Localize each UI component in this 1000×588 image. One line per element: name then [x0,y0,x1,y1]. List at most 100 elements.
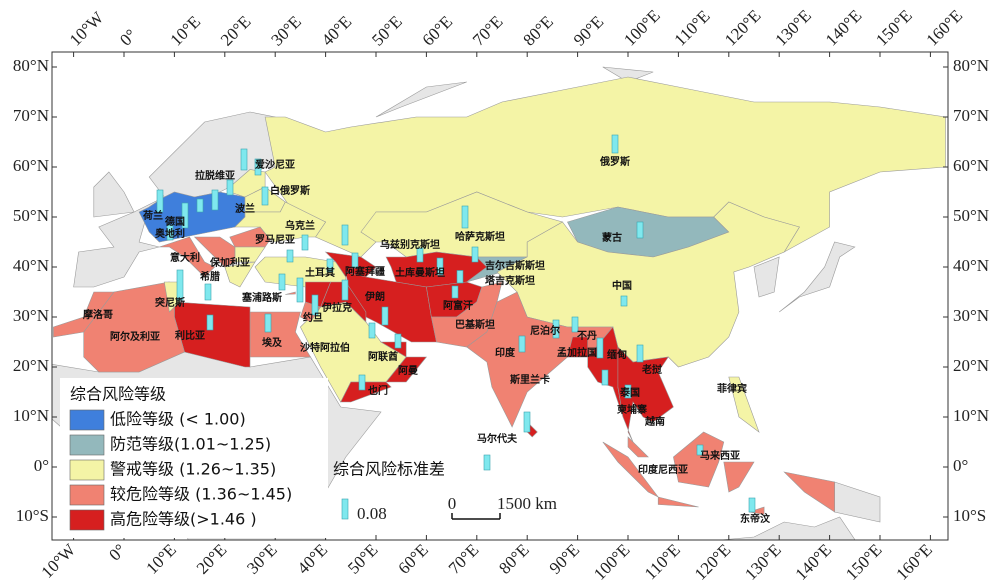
lon-label: 80°E [495,540,533,578]
country-label: 塔吉克斯坦 [485,274,535,287]
country-label: 越南 [644,415,665,428]
country-label: 拉脱维亚 [195,169,235,182]
country-label: 阿富汗 [443,299,473,312]
country-label: 摩洛哥 [83,308,113,321]
std-bar [381,306,389,326]
country-label: 阿联酋 [368,350,398,363]
std-bar [278,273,286,291]
std-bar [296,277,304,303]
lon-label: 120°E [691,540,735,584]
country [783,471,835,513]
std-bar [166,224,174,241]
std-bar [176,269,184,301]
scale-bar: 0 1500 km [448,494,557,520]
lon-label: 70°E [469,12,507,50]
country-label: 俄罗斯 [599,155,630,168]
country [748,506,765,515]
lon-label: 50°E [344,540,382,578]
lat-label: 40°N [953,256,989,275]
lat-label: 10°N [13,406,49,425]
std-bar [416,247,424,263]
std-bar [523,411,531,433]
country [673,431,725,488]
other-land [753,256,780,298]
lat-label: 60°N [13,156,49,175]
std-bar [206,314,214,331]
lon-label: 110°E [641,540,684,583]
std-bar [518,335,526,353]
std-bar [394,333,402,349]
country-label: 埃及 [262,336,283,349]
lon-label: 30°E [243,540,281,578]
country [617,346,674,443]
country [83,281,185,373]
std-bar [471,246,479,263]
scale-start: 0 [448,494,457,513]
std-legend-title: 综合风险标准差 [333,460,445,479]
std-legend-bar [341,498,349,520]
country-label: 沙特阿拉伯 [300,341,350,354]
legend-swatch [69,459,105,481]
country-label: 荷兰 [142,209,163,222]
lon-label: 90°E [546,540,584,578]
country [723,461,755,493]
country-label: 土耳其 [305,266,335,279]
std-bar [181,202,189,229]
std-bar [456,270,464,284]
country [229,226,271,248]
country-label: 也门 [368,384,388,397]
legend-label: 警戒等级 (1.26~1.35) [110,460,276,479]
lat-label: 30°N [13,306,49,325]
lon-label: 110°E [671,6,714,49]
country [159,236,216,278]
country [728,376,760,433]
country-label: 马来西亚 [700,449,740,462]
lat-label: 0° [953,456,968,475]
scale-end: 1500 km [497,494,557,513]
lon-label: 100°E [620,6,664,50]
country-label: 爱沙尼亚 [255,158,295,171]
std-bar [286,249,294,263]
std-bar [636,221,644,239]
country-label: 泰国 [619,386,640,399]
std-bar [211,189,219,211]
lat-label: 80°N [953,56,989,75]
country-label: 伊朗 [364,290,385,303]
std-bar [351,252,359,269]
country-label: 突尼斯 [155,296,185,309]
lat-label: 30°N [953,306,989,325]
std-bar [624,384,632,399]
country-label: 东帝汶 [740,512,771,525]
country-label: 波兰 [235,202,255,215]
country-label: 斯里兰卡 [510,373,550,386]
lon-label: 40°E [318,12,356,50]
lon-label: 20°E [217,12,255,50]
lat-label: 20°N [953,356,989,375]
country-label: 伊拉克 [321,301,352,314]
lon-label: 10°W [38,539,80,581]
lat-label: 70°N [953,106,989,125]
other-land [602,66,654,83]
lat-label: 70°N [13,106,49,125]
lat-label: 50°N [953,206,989,225]
country-label: 老挝 [641,363,663,376]
country [53,291,115,338]
std-bar [358,374,366,391]
lon-label: 10°E [142,540,180,578]
lat-label: 50°N [13,206,49,225]
country-label: 吉尔吉斯斯坦 [485,259,545,272]
std-legend-value: 0.08 [357,504,387,523]
country-label: 土库曼斯坦 [395,266,445,279]
std-bar [261,186,269,206]
std-bar [461,205,469,229]
std-bar [204,283,212,301]
legend-swatch [69,484,105,506]
country [193,236,236,268]
std-bar [264,313,272,333]
other-land [717,516,856,540]
country-label: 约旦 [303,311,323,324]
std-bar [596,337,604,359]
country-label: 中国 [612,279,632,292]
country-label: 马尔代夫 [477,432,518,445]
